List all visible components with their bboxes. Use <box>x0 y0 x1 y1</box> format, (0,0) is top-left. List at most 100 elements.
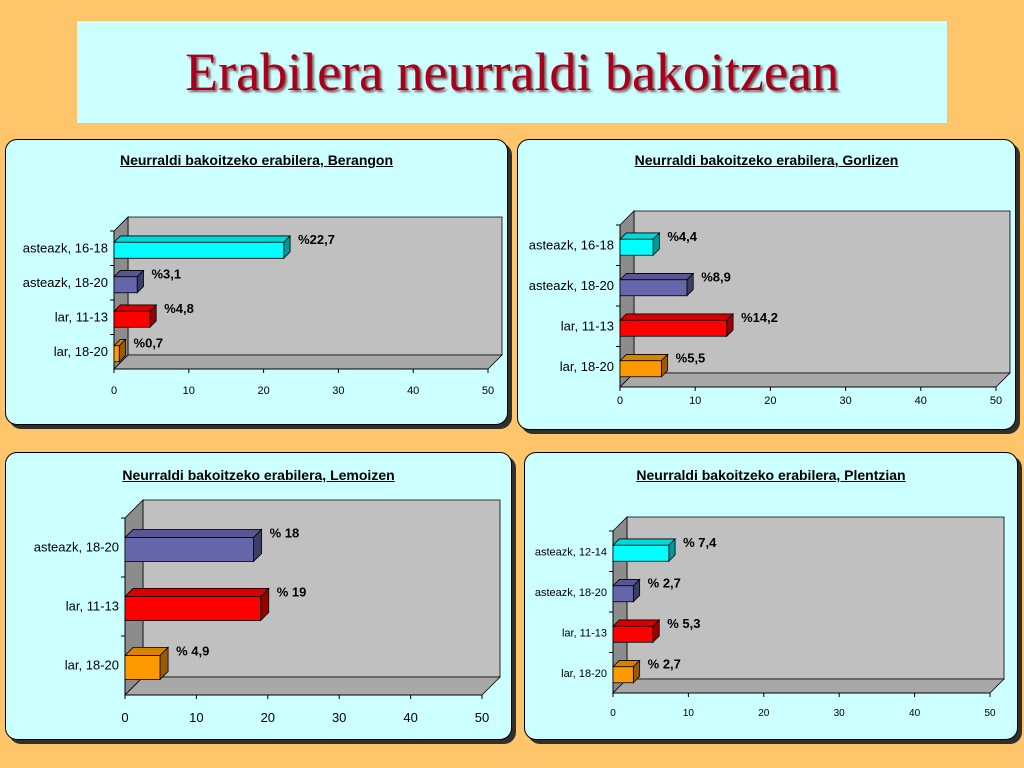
chart-svg: 0 10 20 30 40 50 asteazk, 16-18 %4,4 asteazk, 18… <box>529 210 1011 407</box>
bar-top <box>619 313 735 321</box>
bar <box>619 231 661 257</box>
x-tick-label: 0 <box>617 395 623 407</box>
bar <box>124 646 170 681</box>
x-tick-label: 10 <box>683 708 695 719</box>
bar-front <box>113 310 151 328</box>
bar-top <box>113 304 158 312</box>
category-label: lar, 18-20 <box>54 344 108 359</box>
x-tick-label: 20 <box>257 385 269 397</box>
plot-area: 0 10 20 30 40 50 asteazk, 16-18 %4,4 asteazk, 18… <box>529 210 1011 407</box>
x-tick-label: 30 <box>332 385 344 397</box>
floor <box>619 372 1011 388</box>
bar-front <box>619 238 654 256</box>
category-label: lar, 11-13 <box>561 318 614 333</box>
plot-area: 0 10 20 30 40 50 asteazk, 18-20 % 18 lar, 11-13%… <box>34 499 501 725</box>
data-label: % 19 <box>277 584 307 599</box>
bar <box>113 269 145 294</box>
bar-front <box>619 279 688 297</box>
bar <box>612 537 677 563</box>
bar-front <box>612 544 670 562</box>
category-label: lar, 18-20 <box>561 668 607 680</box>
data-label: %8,9 <box>701 269 731 284</box>
bar-top <box>619 354 669 362</box>
category-label: lar, 18-20 <box>65 658 119 673</box>
x-tick-label: 40 <box>407 385 419 397</box>
floor <box>124 676 501 696</box>
data-label: %22,7 <box>298 232 335 247</box>
bar-front <box>612 585 634 603</box>
bar <box>124 587 270 622</box>
chart-panel-berango: Neurraldi bakoitzeko erabilera, Berangon… <box>5 139 508 425</box>
x-tick-label: 10 <box>189 710 203 725</box>
chart-panel-lemoiz: Neurraldi bakoitzeko erabilera, Lemoizen… <box>5 452 512 740</box>
bar-front <box>124 537 254 562</box>
bar <box>612 618 661 644</box>
data-label: %0,7 <box>134 335 164 350</box>
bar <box>619 312 735 338</box>
category-label: lar, 11-13 <box>55 309 108 324</box>
bar <box>612 659 641 684</box>
bar-top <box>124 587 270 597</box>
x-tick-label: 50 <box>475 710 489 725</box>
page-title: Erabilera neurraldi bakoitzean <box>185 42 839 102</box>
bar-top <box>113 235 292 243</box>
chart-title: Neurraldi bakoitzeko erabilera, Gorlizen <box>634 152 899 168</box>
bar-top <box>619 273 695 281</box>
x-tick-label: 40 <box>403 710 417 725</box>
bar <box>113 234 292 260</box>
chart-panel-gorliz: Neurraldi bakoitzeko erabilera, Gorlizen… <box>517 139 1016 430</box>
category-label: asteazk, 18-20 <box>23 275 108 290</box>
data-label: % 2,7 <box>648 575 681 590</box>
x-tick-label: 50 <box>984 708 996 719</box>
chart-panel-plentzia: Neurraldi bakoitzeko erabilera, Plentzia… <box>524 452 1018 740</box>
category-label: asteazk, 18-20 <box>529 278 614 293</box>
x-tick-label: 50 <box>990 395 1002 407</box>
bar <box>113 338 127 363</box>
bar-top <box>612 619 661 627</box>
bar <box>612 578 641 603</box>
bar-front <box>124 655 161 680</box>
x-tick-label: 20 <box>261 710 275 725</box>
x-tick-label: 20 <box>758 708 770 719</box>
x-tick-label: 30 <box>839 395 851 407</box>
chart-title: Neurraldi bakoitzeko erabilera, Berangon <box>119 152 394 168</box>
x-tick-label: 50 <box>482 385 494 397</box>
chart-svg: 0 10 20 30 40 50 asteazk, 16-18 %22,7 asteazk, 1… <box>23 216 503 397</box>
title-box: Erabilera neurraldi bakoitzean <box>77 21 947 123</box>
category-label: lar, 11-13 <box>66 599 119 614</box>
x-tick-label: 0 <box>121 710 128 725</box>
bar-top <box>124 529 263 538</box>
bar <box>619 353 669 378</box>
bar-front <box>113 241 285 259</box>
x-tick-label: 0 <box>111 385 117 397</box>
data-label: %4,4 <box>667 229 697 244</box>
data-label: %5,5 <box>676 350 706 365</box>
category-label: lar, 11-13 <box>562 627 607 639</box>
x-tick-label: 40 <box>909 708 921 719</box>
data-label: %14,2 <box>741 310 778 325</box>
data-label: % 7,4 <box>683 535 717 550</box>
data-label: % 18 <box>270 525 300 540</box>
data-label: %3,1 <box>151 266 181 281</box>
bar-front <box>619 319 728 337</box>
chart-title: Neurraldi bakoitzeko erabilera, Plentzia… <box>636 467 906 483</box>
bar-front <box>612 666 634 684</box>
bar <box>619 272 695 297</box>
plot-area: 0 10 20 30 40 50 asteazk, 16-18 %22,7 asteazk, 1… <box>23 216 503 397</box>
category-label: asteazk, 12-14 <box>535 546 607 558</box>
chart-svg: 0 10 20 30 40 50 asteazk, 18-20 % 18 lar, 11-13%… <box>34 499 501 725</box>
bar-front <box>612 625 654 643</box>
bar <box>124 528 263 563</box>
floor <box>113 354 503 370</box>
bar-front <box>113 345 120 363</box>
bar-top <box>612 538 677 546</box>
chart-title: Neurraldi bakoitzeko erabilera, Lemoizen <box>122 467 395 483</box>
category-label: asteazk, 18-20 <box>535 587 607 599</box>
data-label: % 2,7 <box>648 656 681 671</box>
category-label: asteazk, 18-20 <box>34 540 119 555</box>
x-tick-label: 0 <box>610 708 616 719</box>
data-label: % 4,9 <box>176 643 209 658</box>
bar-front <box>124 596 262 621</box>
plot-area: 0 10 20 30 40 50 asteazk, 12-14 % 7,4 asteazk, 1… <box>535 516 1005 719</box>
x-tick-label: 10 <box>689 395 701 407</box>
